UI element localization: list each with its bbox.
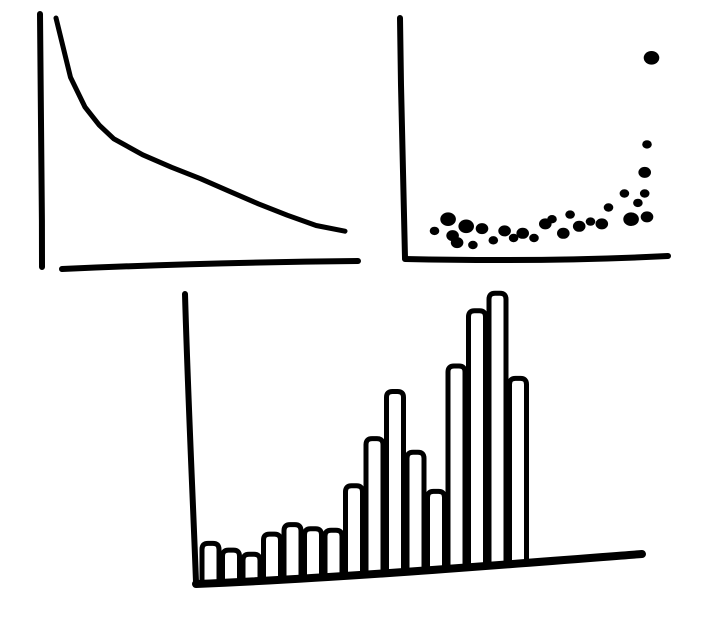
bar-chart <box>185 293 642 584</box>
bar <box>346 486 363 572</box>
bars <box>202 293 527 581</box>
decay-x-axis <box>62 261 358 269</box>
scatter-point <box>489 236 499 244</box>
scatter-point <box>468 241 478 249</box>
scatter-point <box>565 210 575 218</box>
bar <box>202 543 219 581</box>
scatter-chart <box>400 18 668 260</box>
scatter-point <box>440 212 456 226</box>
scatter-point <box>476 223 489 234</box>
bar <box>325 530 342 573</box>
bar <box>264 534 281 577</box>
decay-series-line <box>56 18 345 231</box>
decay-y-axis <box>40 14 42 267</box>
scatter-point <box>596 218 609 229</box>
bar <box>223 550 240 580</box>
bar <box>243 554 260 578</box>
scatter-points <box>430 51 660 249</box>
scatter-point <box>516 228 529 239</box>
scatter-point <box>604 203 614 211</box>
scatter-x-axis <box>405 256 668 260</box>
scatter-point <box>633 199 643 207</box>
bar <box>469 311 486 565</box>
scatter-point <box>430 227 440 235</box>
scatter-point <box>557 228 570 239</box>
scatter-y-axis <box>400 18 405 258</box>
scatter-point <box>640 189 650 197</box>
scatter-point <box>638 167 651 178</box>
scatter-point <box>451 237 464 248</box>
scatter-point <box>641 211 654 222</box>
scatter-point <box>644 51 660 65</box>
bar-y-axis <box>185 294 196 582</box>
bar <box>284 525 301 576</box>
bar <box>448 366 465 566</box>
scatter-point <box>458 220 474 234</box>
scatter-point <box>586 217 596 225</box>
scatter-point <box>529 234 539 242</box>
bar <box>305 529 322 575</box>
scatter-point <box>573 221 586 232</box>
bar <box>428 491 445 567</box>
scatter-point <box>623 212 639 226</box>
scatter-point <box>547 215 557 223</box>
bar <box>407 452 424 568</box>
scatter-point <box>642 140 652 148</box>
bar <box>387 391 404 569</box>
bar <box>489 293 506 563</box>
scatter-point <box>620 189 630 197</box>
decay-line-chart <box>40 14 358 269</box>
scatter-point <box>498 225 511 236</box>
bar <box>366 439 383 571</box>
bar <box>510 378 527 561</box>
